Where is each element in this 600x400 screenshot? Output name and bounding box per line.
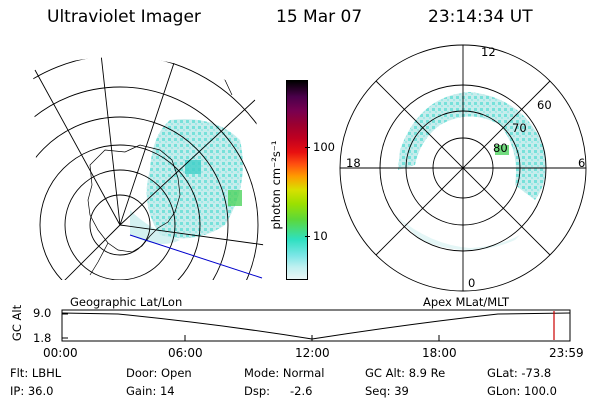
mode-info: Mode: Normal	[244, 366, 325, 380]
filter-info: Flt: LBHL	[10, 366, 62, 380]
mlat-grid	[339, 44, 587, 292]
time-tick: 06:00	[168, 346, 203, 360]
mlat-label-80: 80	[493, 141, 508, 155]
aurora-oval-geo	[130, 119, 243, 244]
mlt-label-dawn: 6	[578, 156, 586, 170]
mlat-label-70: 70	[512, 121, 527, 135]
mag-caption: Apex MLat/MLT	[423, 295, 510, 309]
glon-info: GLon: 100.0	[487, 384, 557, 398]
magnetic-polar-plot	[339, 44, 587, 292]
aurora-oval-mag	[395, 92, 547, 250]
dsp-label: Dsp:	[244, 384, 271, 398]
geographic-map	[33, 57, 265, 281]
time-tick: 00:00	[43, 346, 78, 360]
seq-info: Seq: 39	[365, 384, 409, 398]
time-tick: 18:00	[422, 346, 457, 360]
dsp-value: -2.6	[290, 384, 313, 398]
terminator-line	[129, 234, 263, 279]
time-tick: 23:59	[549, 346, 584, 360]
alt-ytick: 9.0	[33, 306, 52, 320]
gc-alt-info: GC Alt: 8.9 Re	[365, 366, 446, 380]
time-tick: 12:00	[295, 346, 330, 360]
altitude-plot	[61, 309, 571, 342]
alt-ytick: 1.8	[33, 331, 52, 345]
observation-date: 15 Mar 07	[276, 7, 363, 27]
colorbar	[286, 80, 308, 280]
glat-info: GLat: -73.8	[487, 366, 552, 380]
instrument-title: Ultraviolet Imager	[47, 7, 201, 27]
colorbar-label: photon cm⁻²s⁻¹	[269, 140, 283, 230]
colorbar-tick-label: 10	[313, 229, 328, 243]
colorbar-tick	[305, 236, 310, 237]
colorbar-tick-label: 100	[313, 140, 335, 154]
alt-axis-label: GC Alt	[10, 304, 25, 342]
mlt-label-dusk: 18	[346, 156, 361, 170]
lat-lon-grid	[33, 57, 265, 281]
colorbar-tick	[305, 147, 310, 148]
mlt-label-noon: 12	[481, 45, 496, 59]
mlat-label-60: 60	[537, 98, 552, 112]
door-info: Door: Open	[126, 366, 192, 380]
geo-caption: Geographic Lat/Lon	[70, 295, 183, 309]
gain-info: Gain: 14	[126, 384, 175, 398]
observation-time: 23:14:34 UT	[428, 7, 533, 27]
mlt-label-midnight: 0	[468, 276, 476, 290]
ip-info: IP: 36.0	[10, 384, 54, 398]
